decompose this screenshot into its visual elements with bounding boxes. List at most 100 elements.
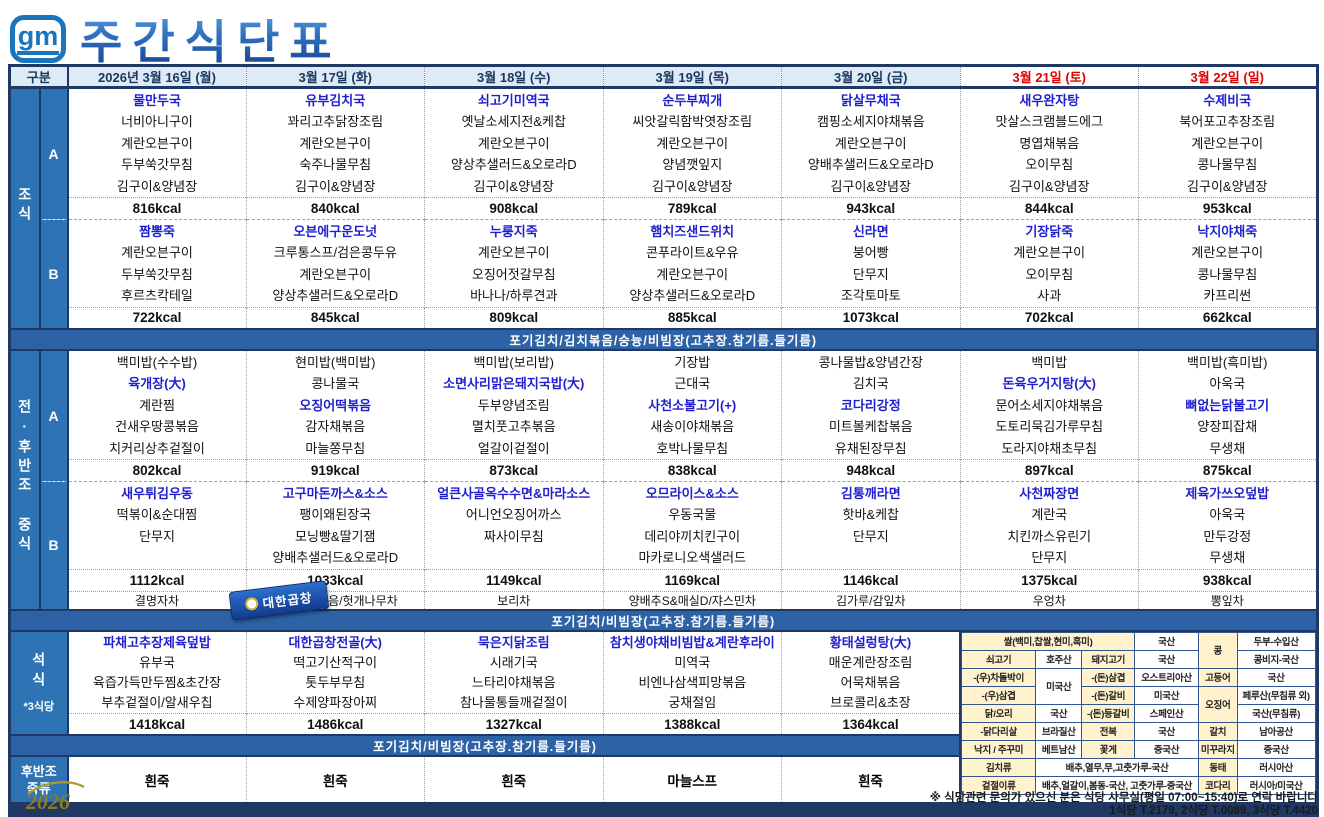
- menu-item: 단무지: [852, 266, 889, 282]
- menu-item: 부추겉절이/알새우칩: [101, 694, 213, 710]
- menu-item: 김구이&양념장: [652, 178, 733, 194]
- day-header-3: 3월 19일 (목): [602, 65, 782, 89]
- sub-label-lunch-A: A: [38, 350, 69, 482]
- menu-item: 후르츠칵테일: [121, 288, 193, 304]
- menu-item: 양상추샐러드&오로라D: [272, 288, 399, 304]
- banner-breakfast: 포기김치/김치볶음/숭늉/비빔장(고추장.참기름.들기름): [9, 328, 1318, 352]
- menu-item: 새우튀김우동: [121, 485, 193, 501]
- day-header-1: 3월 17일 (화): [245, 65, 425, 89]
- menu-item: 콩나물국: [311, 376, 360, 392]
- menu-item: 크루통스프/검은콩두유: [273, 245, 397, 261]
- menu-item: 계란오븐구이: [477, 135, 550, 151]
- menu-item: 매운계란장조림: [828, 654, 913, 670]
- menu-item: 데리야끼치킨구이: [644, 528, 741, 544]
- menu-item: 바나나/하루견과: [470, 288, 558, 304]
- origin-item: 동태: [1197, 757, 1238, 777]
- banner-dinner: 포기김치/비빔장(고추장.참기름.들기름): [9, 734, 961, 758]
- menu-item: 너비아니구이: [121, 114, 193, 130]
- breakfast-B-kcal-5: 702kcal: [959, 306, 1139, 330]
- corner-label: 구분: [9, 65, 69, 89]
- origin-value: 국산(무침류): [1236, 703, 1316, 723]
- origin-value: 배추,열무,무,고춧가루-국산: [1035, 757, 1199, 777]
- origin-item: 낙지 / 주꾸미: [962, 739, 1037, 759]
- breakfast-A-day-3: 순두부찌개 씨앗갈릭함박엿장조림 계란오븐구이 양념깻잎지 김구이&양념장: [602, 87, 782, 198]
- dinner-kcal-1: 1486kcal: [245, 712, 425, 736]
- banner-lunch: 포기김치/비빔장(고추장.참기름.들기름): [9, 608, 1318, 632]
- menu-item: 쇠고기미역국: [477, 93, 550, 108]
- lunch-B-day-5: 사천짜장면 계란국 치킨까스유린기 단무지: [959, 480, 1139, 570]
- lunch-A-day-3: 기장밥 근대국 사천소불고기(+) 새송이야채볶음 호박나물무침: [602, 350, 782, 460]
- menu-item: 사천짜장면: [1019, 485, 1080, 501]
- menu-item: 사과: [1037, 288, 1062, 304]
- menu-item: 누룽지죽: [489, 223, 538, 239]
- origin-item: 코다리: [1197, 775, 1238, 795]
- breakfast-B-day-2: 누룽지죽 계란오븐구이 오징어젓갈무침 바나나/하루견과: [424, 218, 604, 308]
- breakfast-B-kcal-3: 885kcal: [602, 306, 782, 330]
- menu-item: 콘푸라이트&우유: [646, 245, 739, 261]
- menu-item: 양념깻잎지: [662, 157, 723, 173]
- origin-value: 페루산(무침류 외): [1236, 685, 1316, 705]
- origin-value: 두부-수입산: [1236, 631, 1316, 651]
- menu-item: 팽이왜된장국: [299, 507, 372, 523]
- breakfast-B-kcal-0: 722kcal: [67, 306, 247, 330]
- menu-item: 김구이&양념장: [473, 178, 554, 194]
- section-label-lunch: 전·후반조 중식: [9, 350, 41, 610]
- menu-item: 계란오븐구이: [656, 266, 729, 282]
- gopchang-badge-label: 대한곱창: [261, 590, 314, 611]
- origin-value: 콩비지-국산: [1236, 649, 1316, 669]
- lunch-B-kcal-5: 1375kcal: [959, 568, 1139, 592]
- breakfast-A-kcal-2: 908kcal: [424, 196, 604, 220]
- origin-value: 러시아/미국산: [1236, 775, 1316, 795]
- menu-item: 오징어떡볶음: [299, 397, 372, 413]
- day-header-0: 2026년 3월 16일 (월): [67, 65, 247, 89]
- menu-item: 떡볶이&순대찜: [116, 507, 198, 523]
- porridge-cell-4: 흰죽: [781, 756, 961, 803]
- footer-note: ※ 식당관련 문의가 있으신 분은 식당 사무실(평일 07:00~15:40)…: [930, 792, 1318, 817]
- menu-item: 콩나물무침: [1197, 157, 1258, 173]
- menu-item: 순두부찌개: [662, 93, 723, 108]
- origin-value: 미국산: [1035, 667, 1083, 705]
- menu-item: 백미밥(수수밥): [116, 355, 198, 371]
- day-header-2: 3월 18일 (수): [424, 65, 604, 89]
- lunch-B-kcal-6: 938kcal: [1138, 568, 1318, 592]
- origin-value: 브라질산: [1035, 721, 1083, 741]
- menu-item: 도토리묵김가루무침: [995, 419, 1104, 435]
- menu-item: 만두강정: [1203, 528, 1252, 544]
- menu-item: 도라지야채초무침: [1001, 440, 1098, 456]
- lunch-A-kcal-5: 897kcal: [959, 458, 1139, 482]
- gm-logo-text: gm: [16, 23, 60, 55]
- menu-item: 어니언오징어까스: [465, 507, 562, 523]
- breakfast-A-kcal-4: 943kcal: [781, 196, 961, 220]
- year-2026-icon: 2026: [24, 780, 88, 817]
- menu-item: 백미밥(흑미밥): [1187, 355, 1268, 371]
- footer-line2: 1식당 T.2179, 2식당 T.0089, 3식당 T.4420: [1109, 805, 1318, 817]
- menu-item: 짬뽕죽: [139, 223, 175, 239]
- menu-item: 참치생야채비빔밥&계란후라이: [609, 634, 775, 650]
- breakfast-B-kcal-2: 809kcal: [424, 306, 604, 330]
- lunch-A-kcal-2: 873kcal: [424, 458, 604, 482]
- origin-value: 국산: [1236, 667, 1316, 687]
- origin-item: 꽃게: [1081, 739, 1136, 759]
- menu-item: 시래기국: [489, 654, 538, 670]
- dinner-kcal-3: 1388kcal: [602, 712, 782, 736]
- menu-item: 유부국: [139, 654, 175, 670]
- lunch-B-day-3: 오므라이스&소스 우동국물 데리야끼치킨구이 마카로니오색샐러드: [602, 480, 782, 570]
- menu-item: 비엔나삼색피망볶음: [638, 674, 747, 690]
- menu-item: 코다리강정: [840, 397, 901, 413]
- origin-item: 고등어: [1197, 667, 1238, 687]
- menu-item: 문어소세지야채볶음: [995, 397, 1104, 413]
- lunch-B-kcal-3: 1169kcal: [602, 568, 782, 592]
- menu-item: 미트볼케찹볶음: [828, 419, 913, 435]
- dinner-kcal-4: 1364kcal: [781, 712, 961, 736]
- menu-item: 사천소불고기(+): [648, 397, 737, 413]
- lunch-B-day-1: 고구마돈까스&소스 팽이왜된장국 모닝빵&딸기잼 양배추샐러드&오로라D: [245, 480, 425, 570]
- menu-item: 현미밥(백미밥): [295, 355, 376, 371]
- menu-item: 양장피잡채: [1197, 419, 1258, 435]
- menu-item: 북어포고추장조림: [1179, 114, 1276, 130]
- menu-item: 마늘쫑무침: [305, 440, 366, 456]
- menu-item: 조각토마토: [840, 288, 901, 304]
- breakfast-A-kcal-3: 789kcal: [602, 196, 782, 220]
- breakfast-A-kcal-5: 844kcal: [959, 196, 1139, 220]
- menu-item: 양배추샐러드&오로라D: [807, 157, 934, 173]
